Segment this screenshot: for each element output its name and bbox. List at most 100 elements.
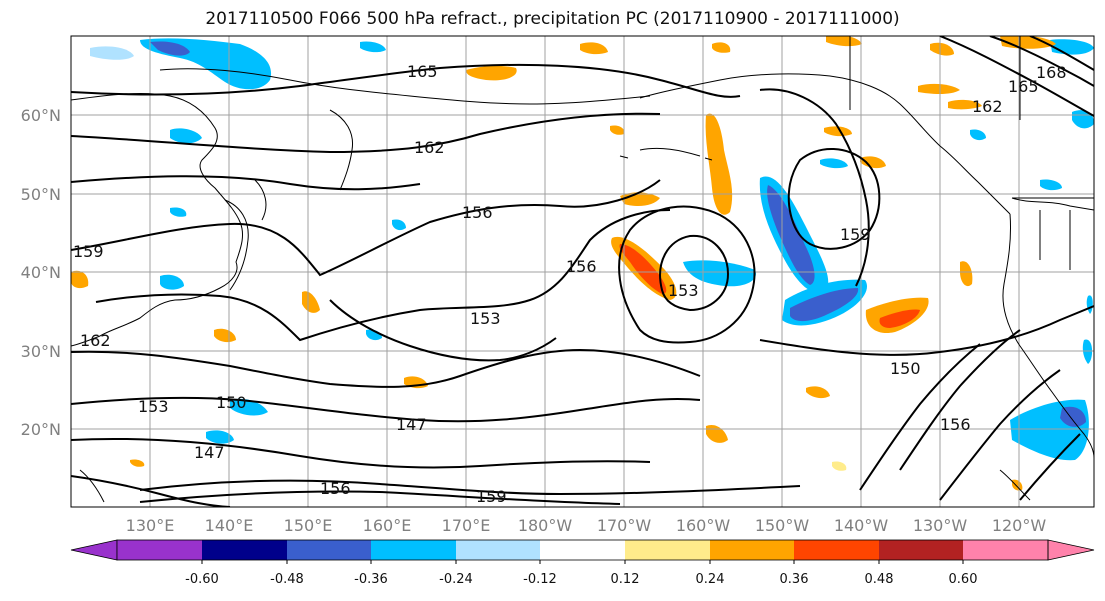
lon-label: 130°E (126, 516, 175, 535)
contour-156 (71, 179, 661, 277)
contour-label: 165 (407, 62, 438, 81)
contour-sw-tight (71, 475, 231, 507)
colorbar-extend-low (70, 539, 118, 561)
colorbar-swatch (879, 540, 963, 560)
precip-patch-positive (960, 261, 973, 287)
precip-patch-positive (619, 244, 667, 294)
contour-label: 162 (972, 97, 1003, 116)
precip-patch-positive (824, 126, 852, 137)
philippines-coast (79, 469, 105, 503)
contour-label: 156 (462, 203, 493, 222)
precip-patch-positive (302, 291, 320, 313)
lon-label: 150°E (284, 516, 333, 535)
contour-high (787, 147, 881, 250)
contour-156-south (139, 490, 621, 505)
map-frame (70, 35, 1095, 508)
contour-label: 147 (194, 443, 225, 462)
lon-label: 180°W (518, 516, 573, 535)
contour-east-162 (939, 36, 1094, 117)
precip-patch-positive (879, 309, 920, 328)
lon-label: 130°W (913, 516, 968, 535)
colorbar-swatch (710, 540, 794, 560)
precip-patch-positive (580, 42, 608, 55)
contour-label: 150 (216, 393, 247, 412)
contour-label: 153 (470, 309, 501, 328)
asia-coastline (71, 92, 243, 347)
precip-patch-positive (71, 270, 89, 289)
colorbar-swatch (540, 540, 625, 560)
north-america-coast (1002, 213, 1094, 459)
precip-patch-positive (466, 65, 517, 81)
colorbar-swatch (371, 540, 456, 560)
contour-central-159 (329, 299, 557, 362)
contour-label: 156 (940, 415, 971, 434)
contour-low-inner (659, 234, 730, 312)
contour-label: 165 (1008, 77, 1039, 96)
colorbar-swatch (794, 540, 879, 560)
precip-patch-negative (360, 41, 386, 53)
korea-japan-coast (224, 179, 267, 291)
precip-patch-positive (826, 36, 862, 47)
contour-low (71, 437, 651, 469)
lon-label: 150°W (755, 516, 810, 535)
precip-patch-positive (918, 83, 960, 94)
lat-label: 60°N (21, 106, 61, 125)
lon-label: 140°W (834, 516, 889, 535)
lon-label: 170°W (597, 516, 652, 535)
alaska-coast (639, 73, 1011, 215)
lat-label: 30°N (21, 342, 61, 361)
colorbar-label: -0.36 (354, 572, 388, 587)
coastlines (71, 68, 1094, 503)
contour-label: 156 (320, 479, 351, 498)
kamchatka-coast (329, 109, 354, 191)
contour-159-north (71, 175, 421, 191)
contour-east-159 (859, 343, 981, 491)
precip-patch-negative (206, 430, 234, 444)
lon-label: 170°E (442, 516, 491, 535)
colorbar-swatch (287, 540, 371, 560)
precip-patch-negative (230, 398, 268, 416)
contour-ridge (759, 88, 870, 287)
contour-147 (71, 396, 701, 423)
contour-label: 162 (80, 331, 111, 350)
colorbar-swatch (202, 540, 287, 560)
lon-axis: 130°E 140°E 150°E 160°E 170°E 180°W 170°… (126, 516, 1047, 535)
boundaries (849, 36, 1094, 270)
contour-east-156 (899, 329, 1021, 471)
precip-patch-positive (712, 42, 731, 53)
contour-label: 150 (890, 359, 921, 378)
precip-patch-positive (948, 99, 982, 110)
lat-label: 50°N (21, 185, 61, 204)
contour-159-south (139, 479, 801, 496)
contour-label: 159 (840, 225, 871, 244)
height-contours (71, 36, 1094, 507)
contour-east-147 (1019, 433, 1081, 501)
precip-patch-negative (1040, 179, 1062, 191)
map-title: 2017110500 F066 500 hPa refract., precip… (205, 9, 900, 29)
precip-patch-negative (683, 260, 756, 287)
precip-patch-positive (130, 459, 145, 467)
precip-shading (71, 36, 1094, 491)
lon-label: 160°E (363, 516, 412, 535)
lon-label: 120°W (992, 516, 1047, 535)
colorbar-label: 0.24 (696, 572, 725, 587)
contour-label: 159 (73, 242, 104, 261)
colorbar-label: 0.60 (949, 572, 978, 587)
precip-patch-positive (930, 42, 954, 56)
contour-label: 159 (476, 487, 507, 506)
contour-150 (71, 348, 701, 388)
precip-patch-negative (170, 207, 187, 217)
precip-patch-negative (767, 185, 815, 285)
precip-patch-negative (820, 158, 848, 169)
colorbar-label: 0.12 (611, 572, 640, 587)
lon-label: 160°W (676, 516, 731, 535)
lat-axis: 60°N 50°N 40°N 30°N 20°N (21, 106, 61, 439)
lat-label: 40°N (21, 263, 61, 282)
contour-label: 162 (414, 138, 445, 157)
precip-patch-positive (806, 386, 830, 399)
lon-label: 140°E (205, 516, 254, 535)
colorbar-swatch (456, 540, 540, 560)
contour-162 (71, 112, 661, 154)
contour-label: 153 (668, 281, 699, 300)
contour-gulf-low (618, 205, 756, 344)
